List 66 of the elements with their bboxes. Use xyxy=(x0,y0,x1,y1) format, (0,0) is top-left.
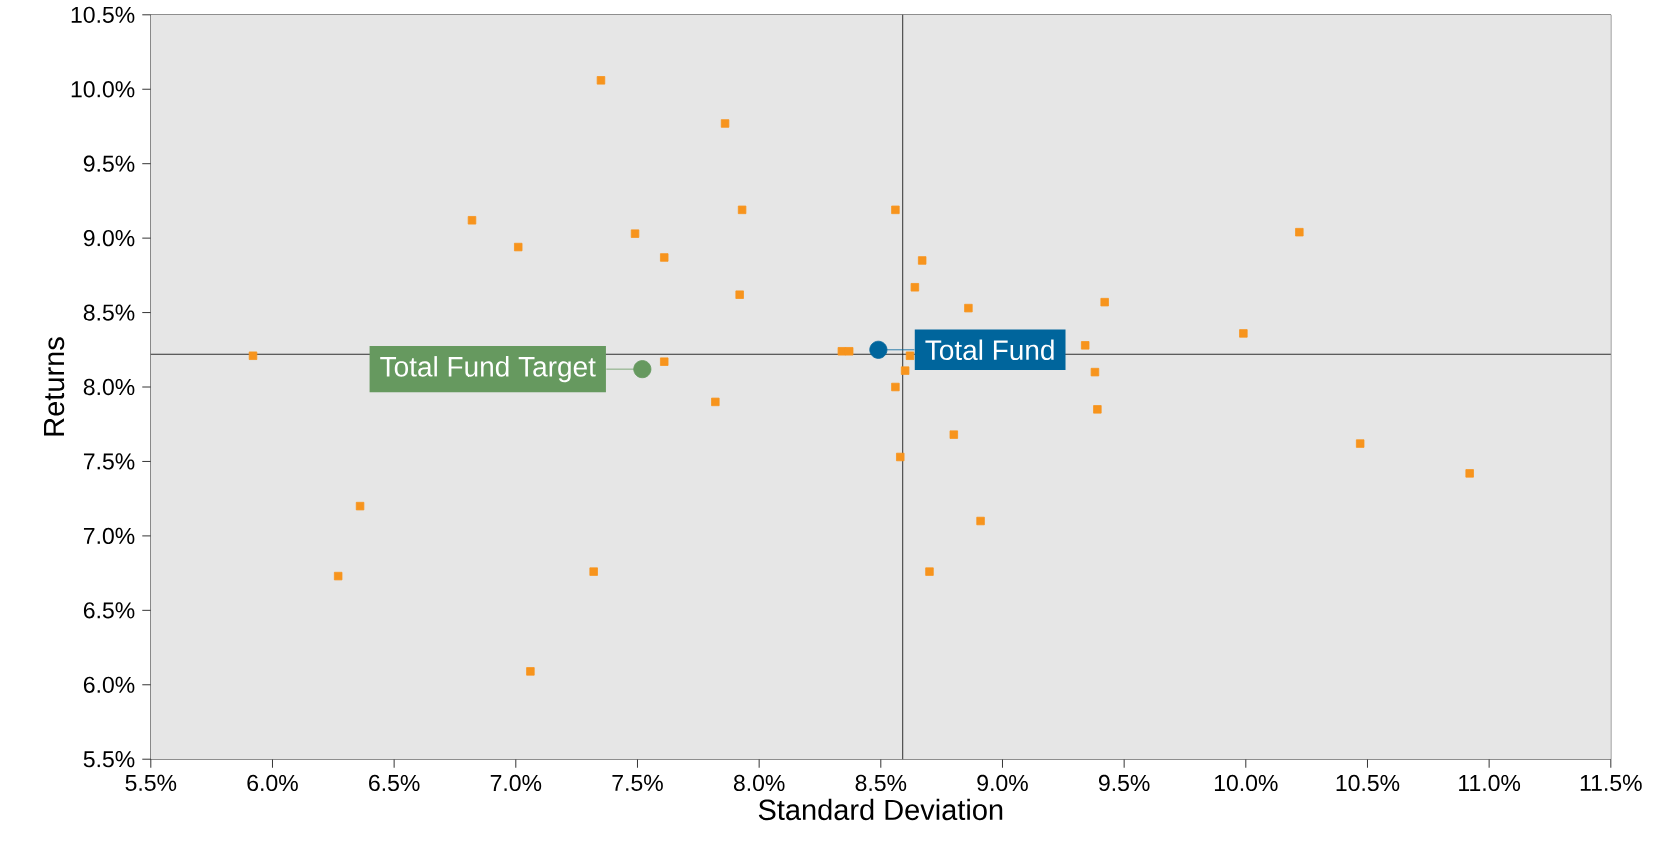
point xyxy=(917,256,927,265)
point xyxy=(711,397,720,407)
point xyxy=(333,571,343,581)
x-tick-label: 7.0% xyxy=(490,774,542,792)
point xyxy=(1465,469,1474,478)
point xyxy=(976,516,985,526)
x-tick-label: 11.5% xyxy=(1580,774,1642,791)
point xyxy=(355,501,365,511)
annotation: Total Fund xyxy=(925,339,1054,361)
x-tick-label: 10.5% xyxy=(1336,774,1400,792)
x-tick-label: 11.0% xyxy=(1459,774,1521,792)
point xyxy=(837,347,847,356)
y-axis-title: Returns xyxy=(44,337,65,436)
y-tick-label: 7.5% xyxy=(83,453,135,470)
point xyxy=(660,357,669,366)
point xyxy=(869,340,888,359)
point xyxy=(910,283,920,292)
annotation: Total Fund Target xyxy=(380,356,596,383)
point xyxy=(949,430,959,439)
point xyxy=(900,366,910,375)
y-tick-label: 6.0% xyxy=(83,676,135,693)
x-tick-label: 5.5% xyxy=(125,774,177,791)
x-tick-label: 8.0% xyxy=(733,774,785,792)
point xyxy=(1239,329,1248,338)
y-tick-label: 10.5% xyxy=(71,6,135,23)
point xyxy=(737,205,747,215)
x-tick-label: 10.0% xyxy=(1214,774,1278,792)
y-tick-label: 9.5% xyxy=(83,155,135,172)
point xyxy=(1081,341,1090,350)
y-tick-label: 6.5% xyxy=(83,602,135,619)
point xyxy=(1100,297,1109,307)
x-tick-label: 6.0% xyxy=(247,774,298,792)
point xyxy=(467,216,477,225)
y-tick-label: 7.0% xyxy=(83,527,135,545)
x-tick-label: 9.0% xyxy=(977,774,1028,792)
point xyxy=(891,205,900,215)
point xyxy=(844,347,854,356)
point xyxy=(633,360,652,379)
point xyxy=(925,567,934,576)
y-tick-label: 10.0% xyxy=(71,81,135,98)
point xyxy=(1355,439,1365,448)
point xyxy=(1090,367,1100,377)
x-tick-label: 6.5% xyxy=(369,774,420,792)
point xyxy=(526,667,535,676)
x-tick-label: 8.5% xyxy=(855,774,907,792)
y-tick-label: 8.5% xyxy=(83,304,135,321)
x-tick-label: 9.5% xyxy=(1099,774,1150,792)
point xyxy=(589,567,598,576)
point xyxy=(660,253,669,262)
point xyxy=(1295,227,1304,237)
point xyxy=(891,382,900,392)
point xyxy=(896,452,905,462)
x-tick-label: 7.5% xyxy=(612,774,663,791)
point xyxy=(735,290,744,299)
point xyxy=(1093,405,1102,414)
x-axis-title: Standard Deviation xyxy=(758,798,1003,821)
point xyxy=(630,229,640,238)
y-tick-label: 8.0% xyxy=(83,378,135,396)
y-tick-label: 9.0% xyxy=(83,229,135,247)
point xyxy=(514,242,523,252)
point xyxy=(596,76,606,85)
point xyxy=(964,303,973,313)
point xyxy=(905,351,915,360)
point xyxy=(720,119,730,128)
point xyxy=(248,351,258,360)
y-tick-label: 5.5% xyxy=(83,751,135,768)
